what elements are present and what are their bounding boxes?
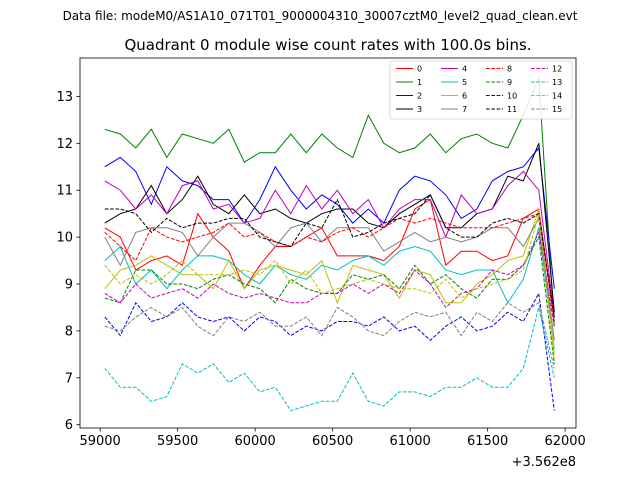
series-line-1 — [104, 77, 555, 327]
chart-suptitle: Data file: modeM0/AS1A10_071T01_90000043… — [63, 9, 578, 23]
chart-title: Quadrant 0 module wise count rates with … — [124, 36, 531, 54]
x-tick-label: 59000 — [79, 434, 120, 449]
series-line-8 — [104, 213, 555, 322]
y-tick-label: 9 — [65, 278, 73, 293]
series-line-12 — [104, 230, 555, 327]
y-tick-label: 13 — [56, 90, 73, 105]
series-line-9 — [104, 235, 555, 364]
series-line-0 — [104, 198, 555, 322]
series-line-5 — [104, 227, 555, 350]
legend-label-4: 4 — [462, 65, 467, 74]
series-line-13 — [104, 307, 555, 412]
legend-label-13: 13 — [552, 78, 562, 87]
legend-label-1: 1 — [417, 78, 422, 87]
series-line-4 — [104, 170, 555, 317]
x-tick-label: 60500 — [312, 434, 353, 449]
series-line-14 — [104, 213, 555, 360]
x-tick-label: 62000 — [544, 434, 585, 449]
legend-label-2: 2 — [417, 92, 422, 101]
legend-label-14: 14 — [552, 92, 562, 101]
x-tick-label: 60000 — [234, 434, 275, 449]
series-line-11 — [104, 193, 555, 317]
plot-frame — [79, 57, 577, 429]
y-tick-label: 8 — [65, 324, 73, 339]
series-line-15 — [104, 302, 555, 369]
legend-label-15: 15 — [552, 105, 562, 114]
series-layer — [104, 77, 555, 412]
legend-label-3: 3 — [417, 105, 422, 114]
y-tick-label: 12 — [56, 137, 73, 152]
legend-label-8: 8 — [507, 65, 512, 74]
series-line-7 — [104, 216, 555, 341]
series-line-10 — [104, 291, 555, 411]
legend-label-9: 9 — [507, 78, 512, 87]
legend-label-5: 5 — [462, 78, 467, 87]
x-offset-label: +3.562e8 — [512, 455, 576, 470]
legend-label-6: 6 — [462, 92, 467, 101]
x-tick-label: 59500 — [157, 434, 198, 449]
y-tick-label: 7 — [65, 371, 73, 386]
series-line-6 — [104, 208, 555, 355]
legend-label-7: 7 — [462, 105, 467, 114]
y-tick-label: 11 — [56, 184, 73, 199]
legend-box — [389, 60, 573, 120]
y-tick-label: 6 — [65, 418, 73, 433]
legend-label-12: 12 — [552, 65, 562, 74]
x-tick-label: 61000 — [389, 434, 430, 449]
x-tick-label: 61500 — [467, 434, 508, 449]
legend-label-0: 0 — [417, 65, 422, 74]
y-tick-label: 10 — [56, 231, 73, 246]
legend-label-11: 11 — [507, 105, 517, 114]
axes-layer: 59000 59500 60000 60500 61000 61500 62000 6 7 8 9 1… — [56, 57, 586, 449]
legend-label-10: 10 — [507, 92, 517, 101]
